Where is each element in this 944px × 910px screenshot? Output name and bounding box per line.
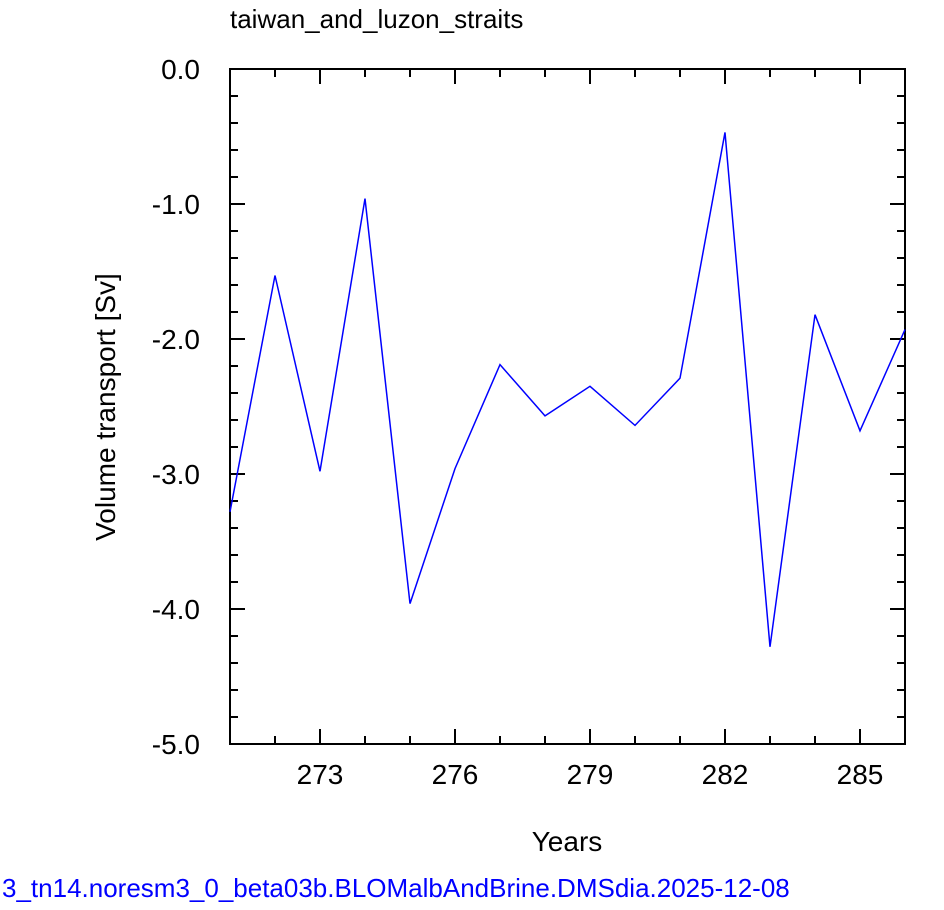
x-tick-label: 285 bbox=[837, 759, 884, 790]
plot-frame bbox=[229, 68, 906, 745]
x-axis-ticks bbox=[229, 69, 906, 744]
y-tick-label: -2.0 bbox=[152, 324, 200, 355]
x-tick-label: 279 bbox=[567, 759, 614, 790]
y-axis-label: Volume transport [Sv] bbox=[90, 273, 121, 541]
y-tick-label: -5.0 bbox=[152, 729, 200, 760]
series-layer bbox=[229, 132, 906, 647]
y-tick-label: -1.0 bbox=[152, 189, 200, 220]
y-tick-label: -3.0 bbox=[152, 459, 200, 490]
x-tick-label: 276 bbox=[432, 759, 479, 790]
x-tick-label: 273 bbox=[297, 759, 344, 790]
y-tick-label: 0.0 bbox=[161, 54, 200, 85]
plot-border bbox=[229, 68, 906, 745]
x-axis-tick-labels: 273 276 279 282 285 bbox=[297, 759, 884, 790]
y-axis-ticks bbox=[230, 68, 905, 745]
y-axis-tick-labels: 0.0 -1.0 -2.0 -3.0 -4.0 -5.0 bbox=[152, 54, 200, 760]
chart-title: taiwan_and_luzon_straits bbox=[230, 4, 523, 34]
y-tick-label: -4.0 bbox=[152, 594, 200, 625]
series-line bbox=[229, 132, 906, 647]
x-axis-label: Years bbox=[532, 826, 603, 857]
footer-run-id: 3_tn14.noresm3_0_beta03b.BLOMalbAndBrine… bbox=[2, 873, 790, 903]
x-tick-label: 282 bbox=[702, 759, 749, 790]
